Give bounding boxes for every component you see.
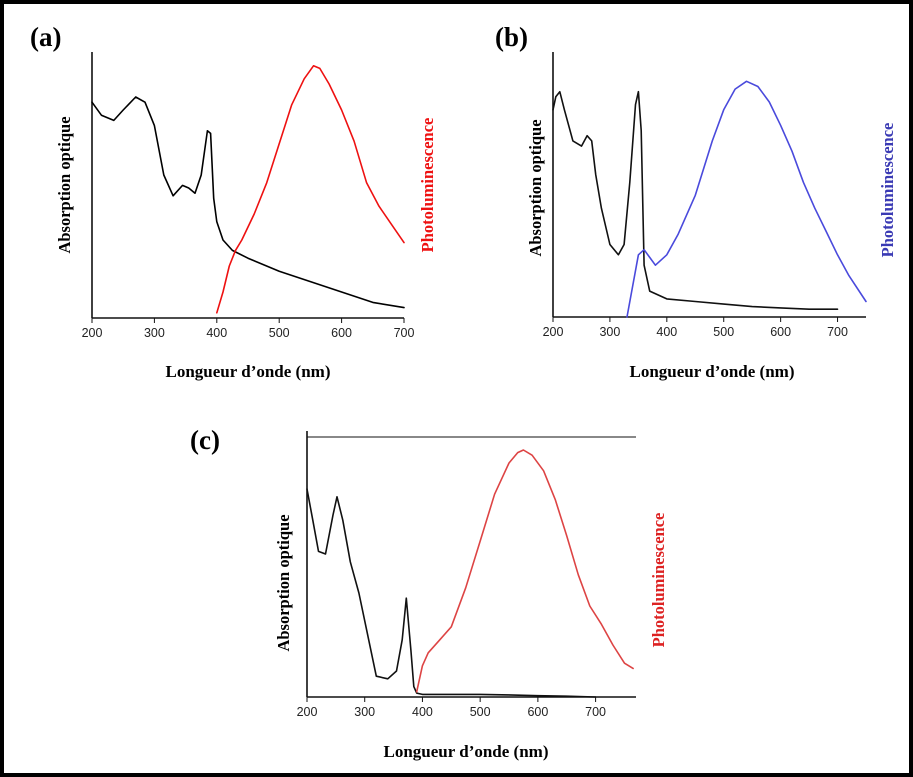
panel-c-photoluminescence-curve <box>415 449 634 693</box>
panel-b-ylabel-photoluminescence: Photoluminescence <box>878 123 897 258</box>
panel-c-ylabel-absorption: Absorption optique <box>274 514 293 651</box>
panel-a-xlabel: Longueur d’onde (nm) <box>166 362 331 381</box>
panel-b-x-tick-label: 300 <box>599 325 620 339</box>
panel-b-x-tick-label: 200 <box>543 325 564 339</box>
panel-c-absorption-curve <box>306 488 597 698</box>
panel-b-photoluminescence-curve <box>626 80 867 318</box>
panel-c-x-tick-label: 200 <box>297 705 318 719</box>
panel-b-label: (b) <box>495 22 528 52</box>
panel-b-x-tick-label: 400 <box>656 325 677 339</box>
panel-b: (b) Absorption optique Photoluminescence… <box>495 22 897 381</box>
panel-c-xlabel: Longueur d’onde (nm) <box>384 742 549 761</box>
panel-a-x-tick-label: 300 <box>144 326 165 340</box>
panel-a-x-tick-label: 200 <box>82 326 103 340</box>
panel-a-x-tick-label: 600 <box>331 326 352 340</box>
panel-a-absorption-curve <box>91 96 405 309</box>
panel-b-x-tick-label: 700 <box>827 325 848 339</box>
panel-b-ylabel-absorption: Absorption optique <box>526 119 545 256</box>
panel-a-ylabel-photoluminescence: Photoluminescence <box>418 118 437 253</box>
panel-c-x-tick-label: 400 <box>412 705 433 719</box>
panel-a-x-tick-label: 400 <box>206 326 227 340</box>
panel-a: (a) Absorption optique Photoluminescence… <box>30 22 437 381</box>
panel-c-x-tick-label: 500 <box>470 705 491 719</box>
panel-b-x-tick-label: 500 <box>713 325 734 339</box>
panel-c-ylabel-photoluminescence: Photoluminescence <box>649 513 668 648</box>
panel-a-x-tick-label: 700 <box>394 326 415 340</box>
panel-c-x-tick-label: 300 <box>354 705 375 719</box>
panel-c: (c) Absorption optique Photoluminescence… <box>190 425 668 761</box>
panel-b-absorption-curve <box>552 90 839 310</box>
panel-b-x-tick-label: 600 <box>770 325 791 339</box>
panel-a-label: (a) <box>30 22 61 52</box>
panel-b-xlabel: Longueur d’onde (nm) <box>630 362 795 381</box>
panel-a-x-tick-label: 500 <box>269 326 290 340</box>
panel-c-x-tick-label: 600 <box>527 705 548 719</box>
panel-a-ylabel-absorption: Absorption optique <box>55 116 74 253</box>
panel-a-photoluminescence-curve <box>216 65 405 314</box>
panel-c-label: (c) <box>190 425 220 455</box>
panel-c-x-tick-label: 700 <box>585 705 606 719</box>
